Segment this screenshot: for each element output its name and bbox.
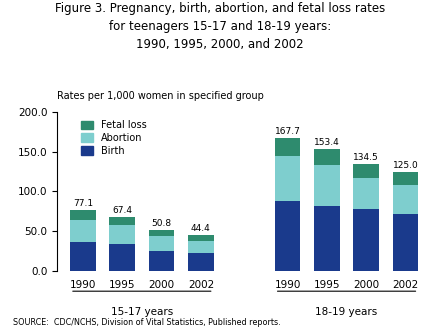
Text: 18-19 years: 18-19 years	[315, 307, 378, 317]
Bar	[70, 220, 95, 242]
Text: 67.4: 67.4	[112, 206, 132, 215]
Text: 125.0: 125.0	[393, 161, 418, 170]
Bar	[149, 236, 174, 251]
Bar	[275, 138, 300, 156]
Bar	[110, 225, 135, 244]
Bar	[314, 165, 340, 206]
Bar	[275, 156, 300, 201]
Text: SOURCE:  CDC/NCHS, Division of Vital Statistics, Published reports.: SOURCE: CDC/NCHS, Division of Vital Stat…	[13, 318, 281, 327]
Text: 15-17 years: 15-17 years	[111, 307, 173, 317]
Bar	[70, 210, 95, 220]
Bar	[314, 206, 340, 271]
Bar	[393, 214, 418, 271]
Bar	[188, 235, 214, 241]
Bar	[353, 209, 379, 271]
Bar	[110, 217, 135, 225]
Bar	[353, 164, 379, 178]
Text: 167.7: 167.7	[275, 127, 301, 136]
Text: 1990, 1995, 2000, and 2002: 1990, 1995, 2000, and 2002	[136, 38, 304, 51]
Text: 134.5: 134.5	[353, 153, 379, 162]
Bar	[275, 201, 300, 271]
Text: for teenagers 15-17 and 18-19 years:: for teenagers 15-17 and 18-19 years:	[109, 20, 331, 33]
Bar	[188, 241, 214, 253]
Text: 44.4: 44.4	[191, 224, 211, 233]
Bar	[314, 149, 340, 165]
Bar	[149, 230, 174, 236]
Bar	[70, 242, 95, 271]
Bar	[188, 253, 214, 271]
Bar	[110, 244, 135, 271]
Bar	[149, 251, 174, 271]
Text: 153.4: 153.4	[314, 138, 340, 147]
Legend: Fetal loss, Abortion, Birth: Fetal loss, Abortion, Birth	[81, 120, 147, 156]
Text: 77.1: 77.1	[73, 199, 93, 208]
Bar	[393, 172, 418, 185]
Text: Figure 3. Pregnancy, birth, abortion, and fetal loss rates: Figure 3. Pregnancy, birth, abortion, an…	[55, 2, 385, 15]
Bar	[393, 185, 418, 214]
Bar	[353, 178, 379, 209]
Text: 50.8: 50.8	[151, 219, 172, 228]
Text: Rates per 1,000 women in specified group: Rates per 1,000 women in specified group	[57, 91, 264, 101]
